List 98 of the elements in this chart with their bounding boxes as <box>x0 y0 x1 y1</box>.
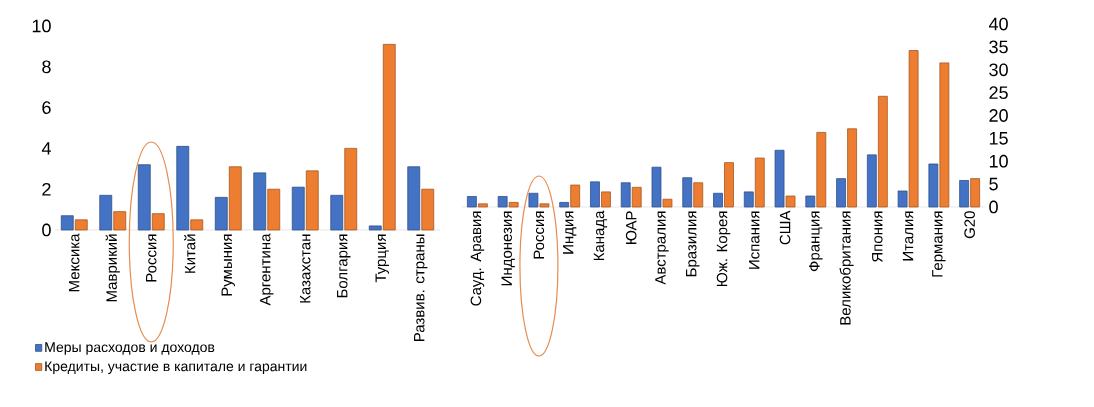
bar <box>407 166 421 231</box>
x-tick-label: Маврикий <box>105 234 120 302</box>
bar <box>743 191 754 208</box>
bar <box>382 43 396 231</box>
x-tick-label: Индия <box>563 211 577 254</box>
bar <box>816 132 827 208</box>
bar <box>214 196 228 231</box>
bar <box>477 203 488 208</box>
x-tick-label: Румыния <box>221 234 235 296</box>
x-tick-label: Мексика <box>69 233 80 292</box>
bar <box>847 128 857 208</box>
y-tick-label: 8 <box>42 60 51 74</box>
x-tick-label: Индонезия <box>501 211 515 286</box>
bar <box>74 219 88 231</box>
y-tick-label: 10 <box>32 19 51 33</box>
bar <box>970 178 981 208</box>
bar <box>267 188 281 231</box>
y-tick-label: 25 <box>989 86 1008 99</box>
bar <box>305 170 319 231</box>
x-tick-label: Китай <box>184 234 196 273</box>
x-tick-label: Германия <box>932 211 946 277</box>
bar <box>897 190 908 208</box>
x-tick-label: Великобритания <box>839 211 854 325</box>
bar <box>877 95 888 208</box>
bar <box>528 192 539 208</box>
x-tick-label: Япония <box>872 211 883 262</box>
x-tick-label: Италия <box>902 211 914 261</box>
y-tick-label: 2 <box>42 182 51 196</box>
x-tick-label: Сауд. Аравия <box>470 211 485 306</box>
bar <box>754 157 765 208</box>
bar <box>60 215 74 231</box>
bar <box>866 154 877 208</box>
bar <box>291 186 305 231</box>
y-tick-label: 20 <box>989 109 1008 122</box>
x-tick-label: Канада <box>593 210 608 261</box>
y-tick-label: 5 <box>989 177 998 191</box>
x-tick-label: ЮАР <box>625 211 637 244</box>
bar <box>151 213 165 231</box>
bar <box>724 162 734 208</box>
x-tick-label: Бразилия <box>686 211 700 277</box>
bar <box>344 148 358 231</box>
bar <box>497 196 508 208</box>
bar <box>908 50 919 208</box>
x-tick-label: Австралия <box>655 211 669 285</box>
bar <box>590 181 600 208</box>
bar <box>539 203 550 208</box>
y-tick-label: 4 <box>41 142 51 155</box>
x-tick-label: Казахстан <box>300 234 311 303</box>
x-tick-label: Аргентина <box>260 233 274 306</box>
x-tick-label: Россия <box>533 211 545 259</box>
y-tick-label: 40 <box>988 17 1008 31</box>
x-tick-label: Турция <box>375 234 389 283</box>
x-tick-label: Испания <box>749 211 760 269</box>
bar <box>601 191 611 208</box>
bar <box>368 225 382 231</box>
bar <box>99 194 113 231</box>
bar <box>836 178 846 208</box>
bar <box>137 164 151 231</box>
bar <box>421 188 435 231</box>
x-tick-label: Болгария <box>337 234 351 298</box>
y-tick-label: 6 <box>42 101 51 114</box>
bar <box>466 196 477 208</box>
x-tick-label: Развив. страны <box>414 234 428 342</box>
bar <box>682 177 693 208</box>
bar <box>228 166 242 231</box>
bar <box>651 166 662 208</box>
bar <box>631 186 642 208</box>
legend-label: Меры расходов и доходов <box>45 342 215 355</box>
x-tick-label: Юж. Корея <box>716 211 731 287</box>
bar <box>805 195 816 208</box>
bar <box>508 202 519 208</box>
legend-label: Кредиты, участие в капитале и гарантии <box>45 361 307 374</box>
bar <box>662 198 673 208</box>
bar <box>620 182 631 208</box>
bar <box>928 163 939 208</box>
x-tick-label: G20 <box>964 211 975 239</box>
bar <box>176 145 190 231</box>
x-tick-label: США <box>779 210 791 245</box>
bar <box>959 180 970 208</box>
y-tick-label: 0 <box>42 223 51 237</box>
bar <box>939 62 950 208</box>
bar <box>774 149 785 208</box>
bar <box>570 184 581 208</box>
bar <box>330 194 344 231</box>
y-tick-label: 0 <box>989 200 998 214</box>
x-tick-label: Россия <box>146 234 157 282</box>
y-tick-label: 15 <box>989 132 1008 145</box>
x-tick-label: Франция <box>809 211 823 272</box>
bar <box>190 219 204 231</box>
bar <box>113 211 127 231</box>
y-tick-label: 30 <box>989 63 1008 77</box>
y-tick-label: 10 <box>989 154 1008 168</box>
bar <box>253 172 267 231</box>
bar <box>785 195 796 208</box>
bar <box>713 192 723 208</box>
y-tick-label: 35 <box>989 40 1008 54</box>
bar <box>693 182 704 208</box>
bar <box>559 202 570 208</box>
